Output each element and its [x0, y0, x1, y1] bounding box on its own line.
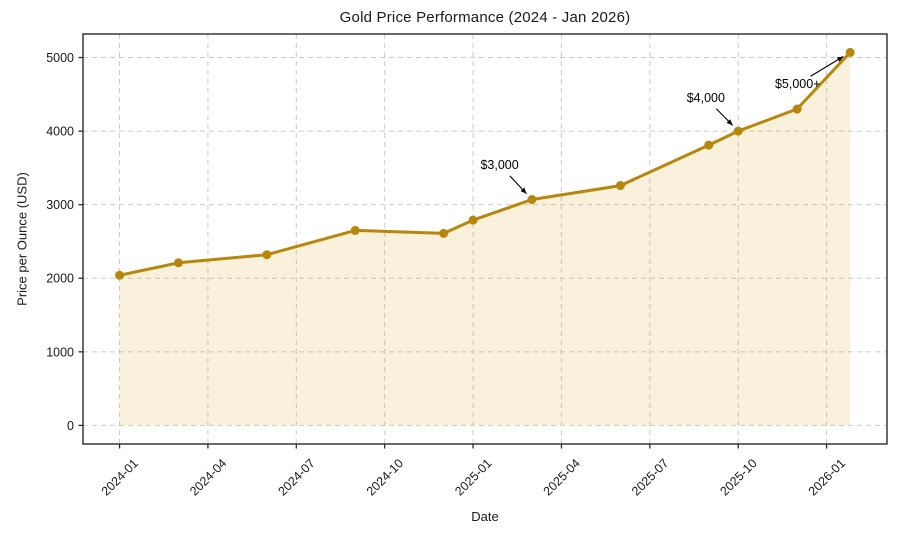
- annotation-text: $4,000: [687, 91, 725, 105]
- data-point: [704, 140, 714, 150]
- axes-frame: [82, 33, 888, 445]
- x-tick-label: 2024-04: [187, 456, 229, 498]
- y-tick-label: 3000: [46, 198, 74, 212]
- annotation-arrowhead: [520, 187, 527, 194]
- x-tick-label: 2024-10: [364, 456, 406, 498]
- y-axis-label: Price per Ounce (USD): [14, 172, 30, 306]
- x-tick-label: 2025-07: [629, 456, 671, 498]
- data-point: [115, 270, 125, 280]
- annotation-arrow: [810, 56, 844, 77]
- y-tick-label: 1000: [46, 345, 74, 359]
- data-point: [439, 228, 449, 238]
- x-tick-label: 2025-01: [452, 456, 494, 498]
- x-tick-label: 2025-10: [717, 456, 759, 498]
- price-line: [118, 50, 852, 277]
- data-point: [845, 47, 855, 57]
- x-tick-label: 2024-01: [99, 456, 141, 498]
- x-tick-label: 2025-04: [541, 456, 583, 498]
- x-tick-label: 2024-07: [275, 456, 317, 498]
- y-tick-label: 5000: [46, 51, 74, 65]
- annotation-arrowhead: [726, 119, 733, 126]
- chart-title: Gold Price Performance (2024 - Jan 2026): [339, 9, 631, 26]
- data-point: [350, 225, 360, 235]
- x-tick-label: 2026-01: [806, 456, 848, 498]
- x-axis-label: Date: [471, 509, 499, 524]
- annotation-arrowhead: [836, 56, 844, 62]
- data-point: [733, 126, 743, 136]
- data-point: [527, 195, 537, 205]
- data-point: [792, 104, 802, 114]
- y-tick-label: 4000: [46, 125, 74, 139]
- annotation-text: $3,000: [480, 158, 518, 172]
- y-tick-label: 0: [67, 419, 74, 433]
- annotation-text: $5,000+: [775, 77, 821, 91]
- y-tick-label: 2000: [46, 272, 74, 286]
- data-point: [468, 215, 478, 225]
- data-point: [615, 181, 625, 191]
- area-fill: [119, 52, 851, 426]
- data-point: [173, 258, 183, 268]
- data-point: [262, 250, 272, 260]
